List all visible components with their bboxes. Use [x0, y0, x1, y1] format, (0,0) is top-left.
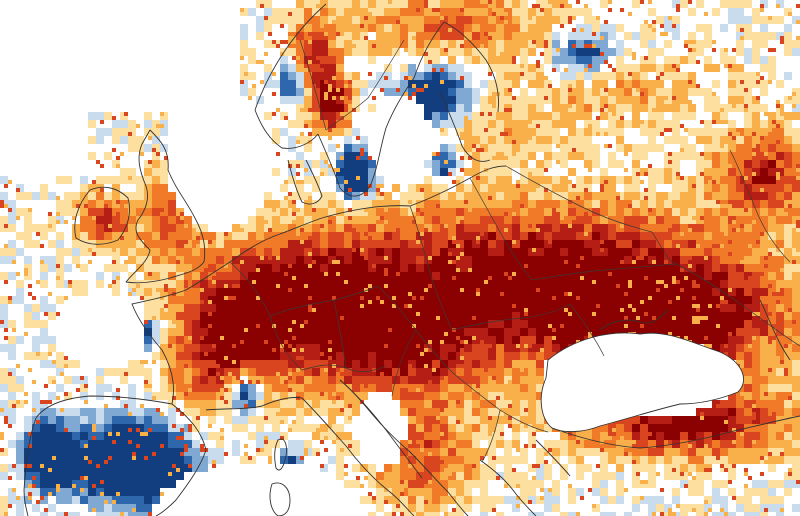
country-borders — [229, 149, 800, 463]
north-sea-coast — [229, 217, 323, 263]
france-atlantic-coast — [131, 261, 231, 405]
gulf-of-lion-coast — [205, 397, 303, 411]
ireland-coast — [74, 186, 130, 245]
east-coast — [759, 299, 791, 361]
crimea-coast — [599, 309, 669, 331]
sardinia-coast — [269, 482, 291, 516]
finland-coast — [443, 21, 499, 113]
turkey-coast — [551, 415, 800, 449]
corsica-coast — [274, 438, 287, 471]
great-britain-coast — [125, 129, 206, 284]
scandinavia-borders — [299, 39, 405, 131]
bothnia-coast — [413, 21, 491, 162]
black-sea — [540, 332, 744, 433]
sweden-coast — [317, 77, 415, 197]
aegean-coast — [479, 439, 571, 516]
italy-coast — [301, 379, 423, 516]
baltic-south-coast — [321, 165, 507, 219]
adriatic-coast — [339, 379, 469, 516]
iberia-coast — [23, 395, 207, 516]
denmark-coast — [287, 159, 323, 205]
norway-coast — [254, 3, 327, 149]
